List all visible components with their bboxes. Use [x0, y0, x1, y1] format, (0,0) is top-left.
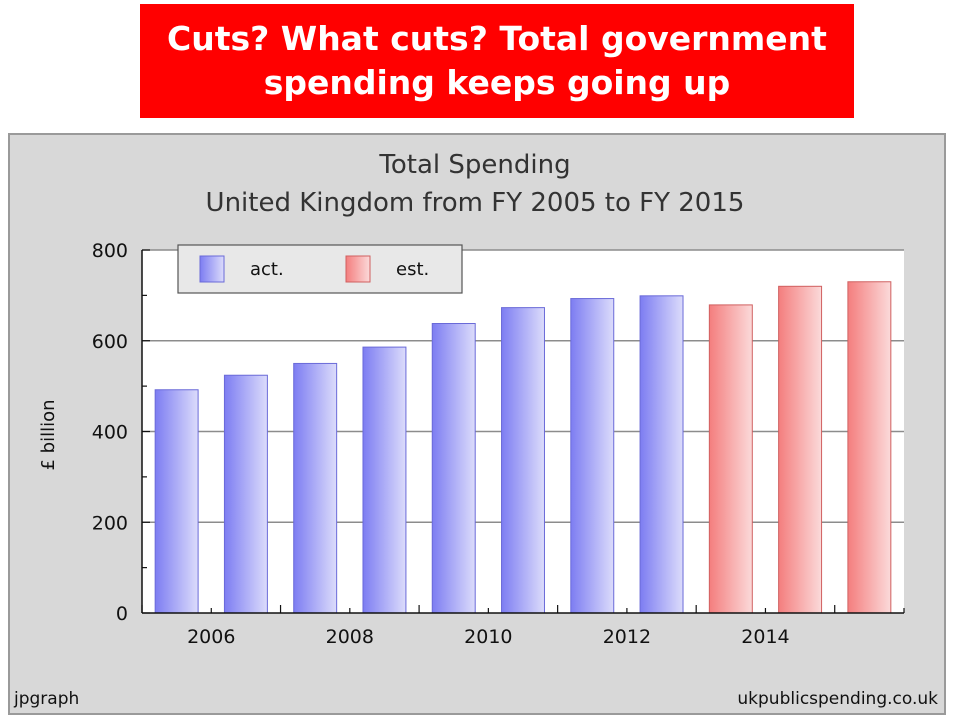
x-tick-label: 2012: [603, 626, 651, 648]
x-tick-label: 2006: [187, 626, 235, 648]
y-tick-label: 800: [92, 240, 128, 262]
x-tick-label: 2010: [464, 626, 512, 648]
y-axis-label: £ billion: [38, 399, 59, 470]
x-tick-label: 2008: [326, 626, 374, 648]
footer-credit-left: jpgraph: [14, 689, 80, 709]
legend-box: [177, 244, 463, 294]
chart-panel: Total Spending United Kingdom from FY 20…: [8, 133, 946, 715]
legend-swatch-act: [199, 255, 225, 283]
title-banner: Cuts? What cuts? Total government spendi…: [140, 4, 854, 118]
bar-2007: [293, 362, 338, 614]
legend-swatch-est: [345, 255, 371, 283]
legend-label-act: act.: [250, 259, 284, 280]
chart-subtitle: United Kingdom from FY 2005 to FY 2015: [206, 188, 745, 218]
chart-title: Total Spending: [378, 150, 570, 180]
banner-line-2: spending keeps going up: [263, 63, 731, 102]
bar-2009: [431, 323, 476, 614]
bar-2005: [154, 389, 199, 614]
x-tick-label: 2014: [741, 626, 789, 648]
bar-2010: [501, 307, 545, 614]
bar-2011: [570, 298, 615, 614]
y-tick-label: 400: [92, 422, 128, 444]
bar-2013: [708, 304, 753, 614]
bar-2008: [362, 346, 407, 614]
spending-chart: Total Spending United Kingdom from FY 20…: [38, 150, 905, 648]
footer-credit-right: ukpublicspending.co.uk: [737, 689, 938, 709]
bar-2006: [223, 374, 268, 614]
bar-2014: [778, 285, 823, 614]
bar-2012: [639, 295, 684, 614]
y-tick-label: 0: [116, 603, 128, 625]
banner-line-1: Cuts? What cuts? Total government: [167, 19, 827, 58]
y-tick-label: 200: [92, 512, 128, 534]
y-tick-label: 600: [92, 331, 128, 353]
legend-label-est: est.: [396, 259, 429, 280]
bar-2015: [847, 281, 892, 614]
